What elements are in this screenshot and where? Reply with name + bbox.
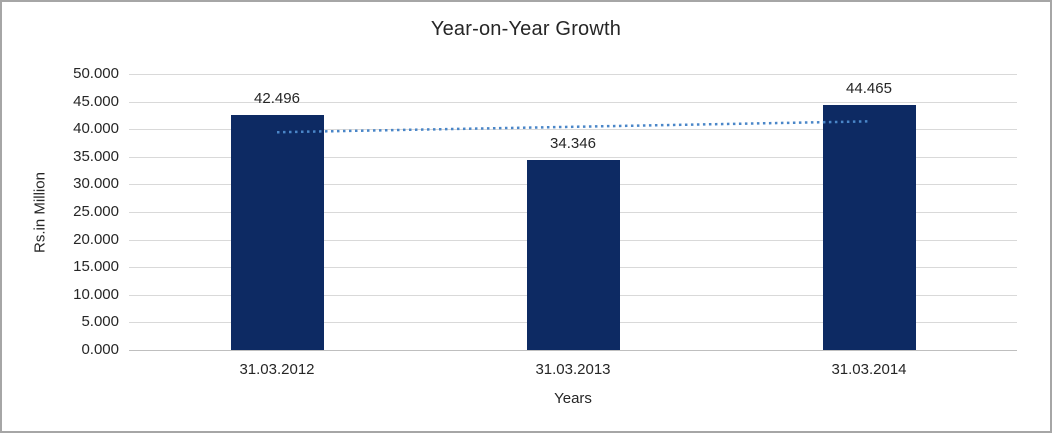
- x-category-label: 31.03.2014: [831, 361, 907, 378]
- y-tick-label: 50.000: [73, 65, 119, 82]
- bar: [230, 115, 324, 350]
- gridline: [129, 101, 1017, 103]
- gridline: [129, 156, 1017, 158]
- chart-title: Year-on-Year Growth: [430, 18, 622, 40]
- y-tick-label: 45.000: [73, 92, 119, 110]
- y-tick-label: 20.000: [73, 230, 119, 248]
- trendline-segment: [276, 120, 870, 134]
- y-tick-label: 25.000: [73, 203, 119, 220]
- x-category-label: 31.03.2012: [239, 361, 315, 378]
- y-tick-label: 15.000: [73, 258, 119, 276]
- bar: [822, 104, 916, 350]
- y-tick-label: 30.000: [73, 175, 119, 193]
- bar-data-label: 34.346: [550, 135, 596, 153]
- y-tick-label: 0.000: [81, 341, 119, 358]
- y-tick-label: 35.000: [73, 147, 119, 165]
- y-tick-label: 5.000: [81, 313, 119, 331]
- y-tick-label: 40.000: [73, 120, 119, 138]
- x-axis-line: [129, 350, 1017, 351]
- y-tick-label: 10.000: [73, 285, 119, 303]
- gridline: [129, 74, 1017, 75]
- x-axis-title: Years: [554, 390, 592, 407]
- bar: [526, 160, 620, 350]
- x-category-label: 31.03.2013: [535, 361, 611, 378]
- bar-data-label: 44.465: [846, 79, 892, 97]
- bar-data-label: 42.496: [254, 90, 300, 108]
